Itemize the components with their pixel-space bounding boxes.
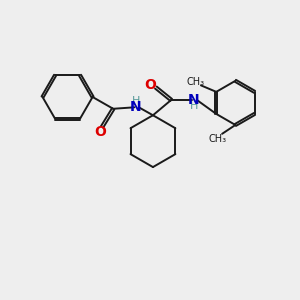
Text: O: O (94, 125, 106, 139)
Text: N: N (188, 93, 200, 107)
Text: N: N (130, 100, 141, 114)
Text: H: H (189, 101, 198, 111)
Text: O: O (145, 78, 157, 92)
Text: H: H (131, 96, 140, 106)
Text: CH₃: CH₃ (187, 77, 205, 87)
Text: CH₃: CH₃ (209, 134, 227, 144)
